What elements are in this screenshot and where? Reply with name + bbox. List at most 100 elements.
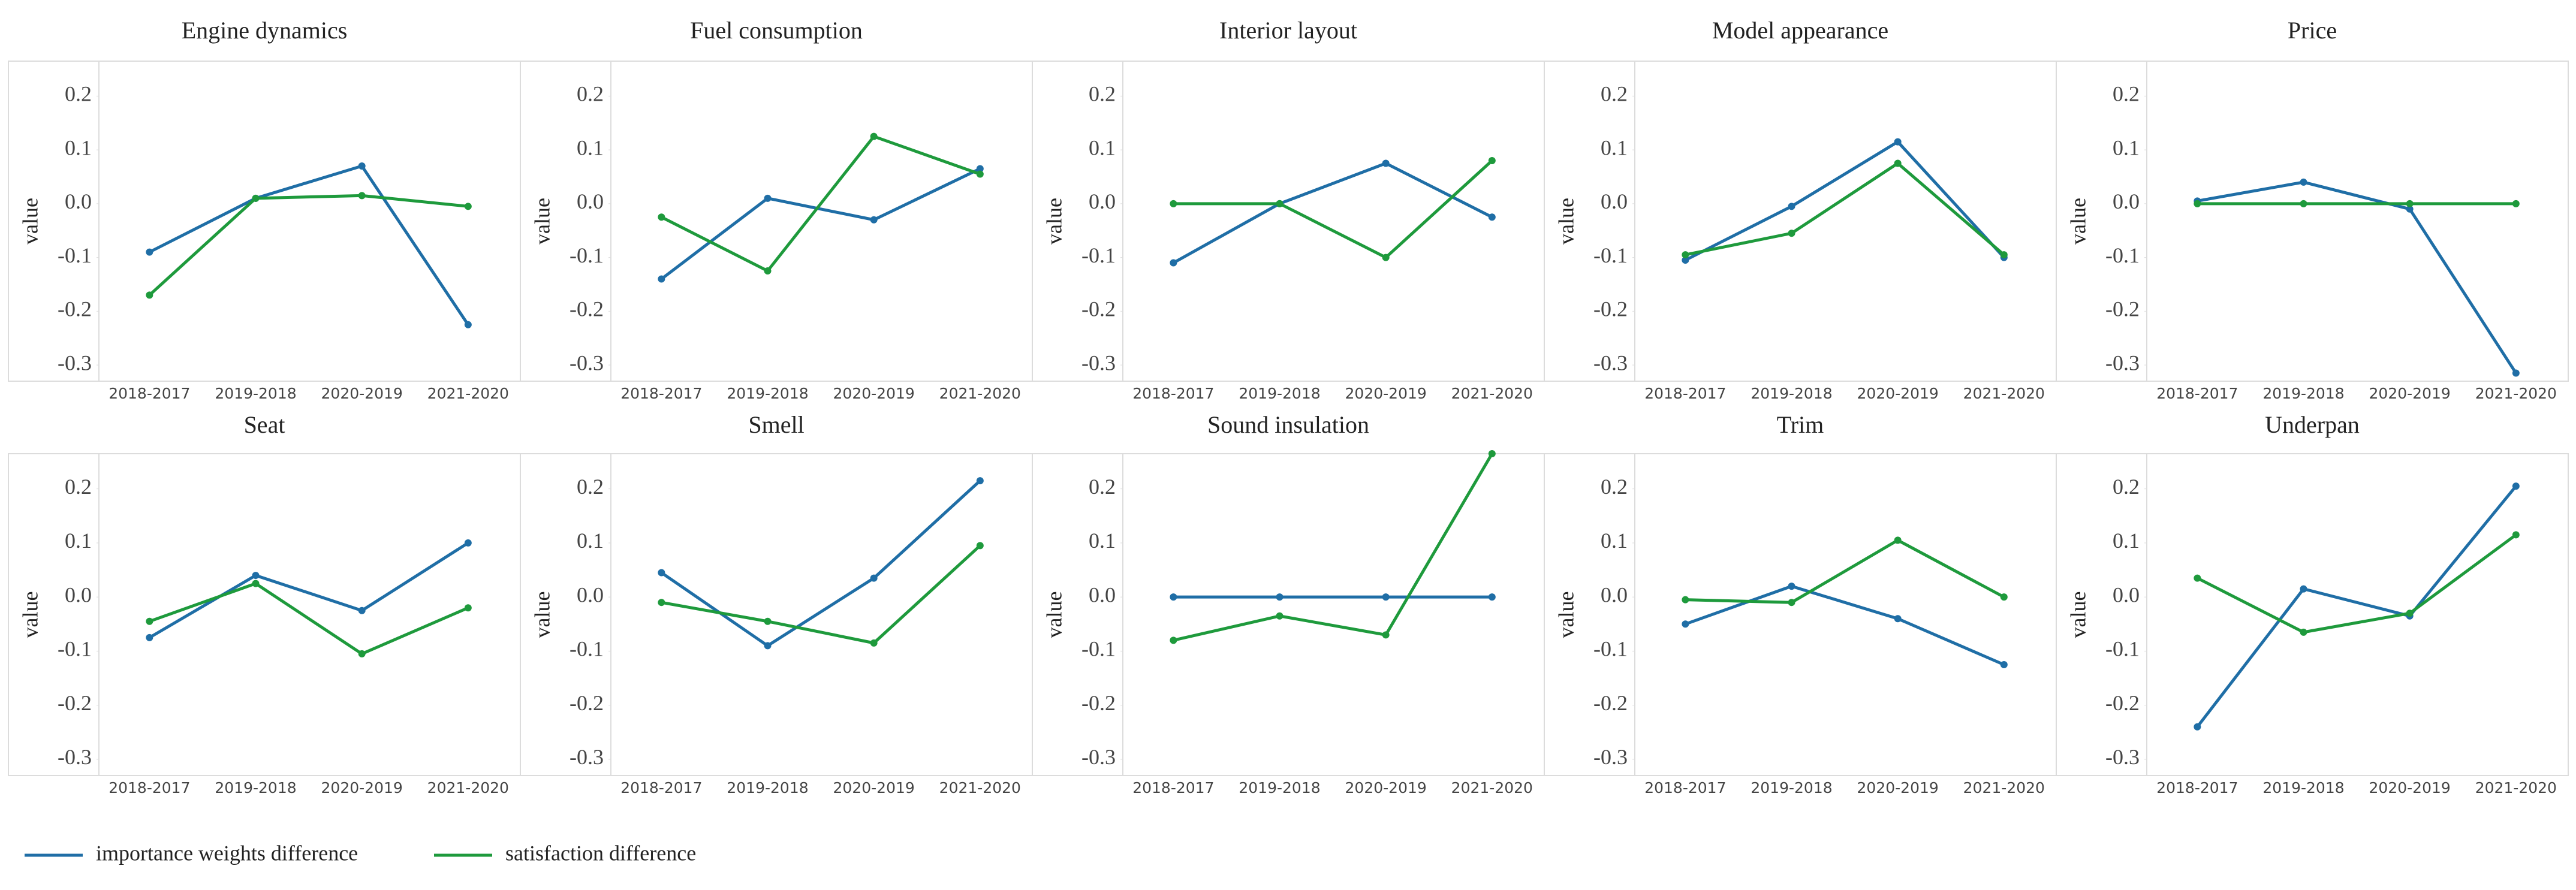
y-tick-label: 0.1	[1089, 529, 1116, 553]
panel-title: Smell	[748, 411, 804, 438]
x-tick-label: 2018-2017	[109, 385, 190, 402]
point	[1276, 200, 1284, 207]
point	[1788, 203, 1795, 210]
x-tick-label: 2021-2020	[427, 779, 509, 797]
y-tick-label: -0.3	[2105, 745, 2140, 769]
x-tick-label: 2021-2020	[427, 385, 509, 402]
y-tick-label: -0.1	[570, 243, 604, 267]
y-tick-label: 0.2	[577, 82, 604, 106]
point	[658, 275, 665, 283]
y-tick-label: -0.3	[1593, 745, 1628, 769]
y-tick-label: 0.0	[1089, 583, 1116, 607]
y-tick-label: -0.1	[1593, 637, 1628, 661]
point	[2406, 610, 2414, 617]
point	[2300, 628, 2307, 636]
y-tick-label: -0.3	[2105, 351, 2140, 375]
point	[2406, 205, 2414, 213]
x-tick-label: 2020-2019	[2369, 385, 2451, 402]
panel-frame	[8, 453, 521, 776]
point	[146, 291, 153, 299]
point	[358, 192, 366, 200]
legend-label: satisfaction difference	[505, 841, 696, 865]
point	[2300, 200, 2307, 207]
x-tick-label: 2019-2018	[727, 779, 808, 797]
point	[870, 639, 878, 647]
point	[2512, 200, 2520, 207]
x-tick-label: 2020-2019	[833, 779, 915, 797]
x-tick-label: 2021-2020	[2475, 385, 2557, 402]
series-line	[1173, 161, 1493, 264]
panel-frame	[520, 61, 1033, 382]
x-tick-label: 2021-2020	[1963, 779, 2045, 797]
point	[146, 248, 153, 256]
panel-title: Sound insulation	[1207, 411, 1369, 438]
x-tick-label: 2019-2018	[1751, 779, 1832, 797]
x-tick-label: 2019-2018	[1239, 385, 1320, 402]
x-tick-label: 2019-2018	[215, 385, 296, 402]
point	[1170, 593, 1177, 601]
panel-frame	[1032, 61, 1545, 382]
x-tick-label: 2019-2018	[2262, 779, 2344, 797]
y-tick-label: 0.1	[2113, 529, 2140, 553]
y-tick-label: -0.3	[1593, 351, 1628, 375]
x-tick-label: 2020-2019	[1345, 779, 1427, 797]
y-tick-label: -0.2	[58, 297, 92, 321]
series-line	[149, 541, 469, 639]
panel-title: Seat	[244, 411, 285, 438]
point	[1788, 599, 1795, 607]
y-axis-label: value	[2066, 198, 2090, 245]
y-tick-label: -0.1	[58, 243, 92, 267]
point	[1788, 583, 1795, 590]
point	[358, 607, 366, 614]
y-tick-label: 0.1	[577, 529, 604, 553]
x-tick-label: 2020-2019	[1345, 385, 1427, 402]
series-line	[1685, 538, 2005, 604]
series-line	[1685, 140, 2005, 262]
point	[1488, 450, 1496, 457]
panel-frame	[2056, 61, 2569, 382]
panel-frame	[8, 61, 521, 382]
point	[2300, 585, 2307, 593]
series-line	[2196, 485, 2517, 728]
y-tick-label: 0.2	[65, 82, 92, 106]
series-line	[149, 164, 469, 326]
y-tick-label: -0.3	[58, 745, 92, 769]
point	[764, 617, 772, 625]
y-tick-label: -0.1	[58, 637, 92, 661]
x-tick-label: 2019-2018	[1239, 779, 1320, 797]
y-tick-label: 0.2	[1601, 82, 1628, 106]
y-tick-label: 0.1	[2113, 135, 2140, 159]
y-tick-label: -0.1	[1593, 243, 1628, 267]
point	[2512, 531, 2520, 539]
y-axis-label: value	[1042, 592, 1066, 638]
x-tick-label: 2019-2018	[727, 385, 808, 402]
x-tick-label: 2019-2018	[215, 779, 296, 797]
x-tick-label: 2021-2020	[1451, 779, 1533, 797]
y-tick-label: -0.1	[1081, 637, 1116, 661]
point	[1170, 636, 1177, 644]
point	[1894, 536, 1902, 544]
point	[1682, 620, 1689, 628]
point	[1276, 612, 1284, 620]
point	[976, 477, 984, 485]
series-line	[660, 479, 981, 648]
series-line	[2197, 533, 2517, 634]
y-axis-label: value	[1554, 198, 1578, 245]
y-axis-label: value	[18, 198, 42, 245]
series-line	[1685, 584, 2005, 666]
y-tick-label: 0.0	[65, 189, 92, 213]
y-tick-label: -0.3	[1081, 745, 1116, 769]
point	[870, 132, 878, 140]
x-tick-label: 2020-2019	[1857, 385, 1939, 402]
point	[2000, 593, 2008, 601]
point	[1894, 159, 1902, 167]
point	[2512, 369, 2520, 377]
y-tick-label: 0.2	[65, 475, 92, 499]
series-line	[1685, 161, 2005, 257]
point	[1682, 257, 1689, 264]
y-tick-label: 0.0	[2113, 583, 2140, 607]
series-line	[2197, 180, 2517, 374]
point	[2300, 178, 2307, 186]
x-tick-label: 2021-2020	[939, 385, 1021, 402]
point	[2000, 660, 2008, 668]
